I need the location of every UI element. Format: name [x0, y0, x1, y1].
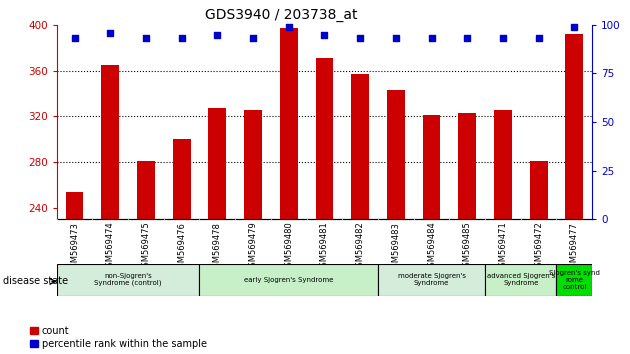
Point [69, 35, 79, 41]
Text: non-Sjogren's
Syndrome (control): non-Sjogren's Syndrome (control) [94, 273, 162, 286]
Bar [423, 115, 440, 219]
Legend: count, percentile rank within the sample: count, percentile rank within the sample [30, 326, 207, 349]
Bar [387, 90, 404, 219]
Text: GSM569478: GSM569478 [213, 222, 222, 273]
Bar [280, 28, 297, 219]
Point [391, 35, 401, 41]
Text: GSM569472: GSM569472 [534, 222, 543, 273]
Text: GSM569482: GSM569482 [356, 222, 365, 273]
Text: GSM569485: GSM569485 [463, 222, 472, 273]
Text: early Sjogren's Syndrome: early Sjogren's Syndrome [244, 277, 333, 282]
Point [427, 35, 437, 41]
Text: GSM569476: GSM569476 [177, 222, 186, 273]
Point [534, 35, 544, 41]
Point [141, 35, 151, 41]
Text: GSM569480: GSM569480 [284, 222, 293, 273]
Bar [173, 139, 190, 219]
Text: GSM569484: GSM569484 [427, 222, 436, 273]
Bar [565, 34, 583, 219]
Text: GSM569475: GSM569475 [142, 222, 151, 273]
Point [319, 32, 329, 37]
Text: GSM569477: GSM569477 [570, 222, 579, 273]
FancyBboxPatch shape [485, 264, 556, 296]
Bar [316, 58, 333, 219]
Bar [494, 109, 512, 219]
Point [462, 35, 472, 41]
Text: GSM569471: GSM569471 [498, 222, 507, 273]
Point [498, 35, 508, 41]
Text: GSM569473: GSM569473 [70, 222, 79, 273]
Bar [209, 108, 226, 219]
Text: Sjogren's synd
rome
control: Sjogren's synd rome control [549, 270, 600, 290]
Point [176, 35, 186, 41]
FancyBboxPatch shape [378, 264, 485, 296]
Point [284, 24, 294, 29]
FancyBboxPatch shape [200, 264, 378, 296]
Bar [137, 161, 155, 219]
Bar [101, 65, 119, 219]
Text: advanced Sjogren's
Syndrome: advanced Sjogren's Syndrome [486, 273, 555, 286]
Bar [458, 113, 476, 219]
Point [212, 32, 222, 37]
Text: disease state: disease state [3, 276, 68, 286]
Bar [530, 161, 547, 219]
Text: moderate Sjogren's
Syndrome: moderate Sjogren's Syndrome [398, 273, 466, 286]
Point [248, 35, 258, 41]
Text: GSM569479: GSM569479 [249, 222, 258, 273]
Text: GSM569483: GSM569483 [391, 222, 400, 273]
Bar [66, 192, 83, 219]
FancyBboxPatch shape [57, 264, 200, 296]
Point [355, 35, 365, 41]
Text: GSM569481: GSM569481 [320, 222, 329, 273]
Point [570, 24, 580, 29]
Point [105, 30, 115, 35]
Title: GDS3940 / 203738_at: GDS3940 / 203738_at [205, 8, 358, 22]
Bar [351, 74, 369, 219]
Text: GSM569474: GSM569474 [106, 222, 115, 273]
Bar [244, 109, 262, 219]
FancyBboxPatch shape [556, 264, 592, 296]
